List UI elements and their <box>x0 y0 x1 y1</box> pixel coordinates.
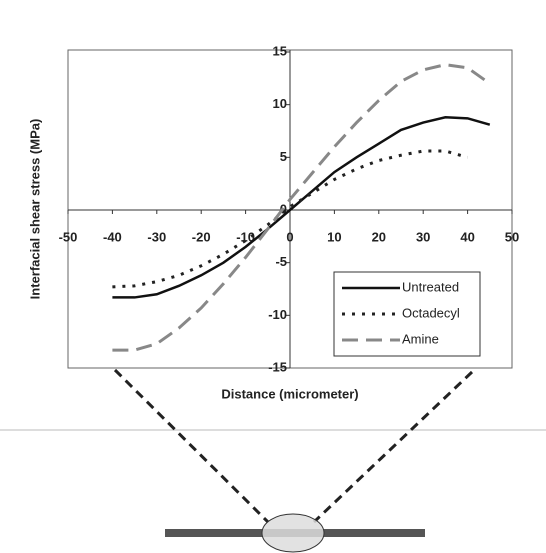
x-tick-label: -50 <box>59 229 78 244</box>
y-axis-title: Interfacial shear stress (MPa) <box>27 119 42 300</box>
series-line <box>112 149 469 289</box>
x-tick-label: 10 <box>327 229 341 244</box>
legend-label: Octadecyl <box>402 305 460 320</box>
x-tick-label: -10 <box>236 229 255 244</box>
x-tick-label: 0 <box>286 229 293 244</box>
x-tick-label: 30 <box>416 229 430 244</box>
x-tick-label: 50 <box>505 229 519 244</box>
y-tick-label: 10 <box>273 96 287 111</box>
legend-label: Amine <box>402 331 439 346</box>
x-axis-title: Distance (micrometer) <box>221 386 358 401</box>
series-line <box>112 116 491 299</box>
y-tick-label: 5 <box>280 149 287 164</box>
y-tick-label: -15 <box>268 359 287 374</box>
zoom-line <box>312 370 474 524</box>
y-tick-label: -10 <box>268 307 287 322</box>
x-tick-label: -20 <box>192 229 211 244</box>
x-tick-label: -30 <box>147 229 166 244</box>
x-tick-label: -40 <box>103 229 122 244</box>
legend-box <box>333 271 481 357</box>
legend-label: Untreated <box>402 279 459 294</box>
series-line <box>112 63 491 352</box>
zoom-line <box>113 368 270 524</box>
x-tick-label: 40 <box>460 229 474 244</box>
y-tick-label: -5 <box>275 254 287 269</box>
x-tick-label: 20 <box>372 229 386 244</box>
y-tick-label: 15 <box>273 43 287 58</box>
droplet <box>261 513 325 553</box>
